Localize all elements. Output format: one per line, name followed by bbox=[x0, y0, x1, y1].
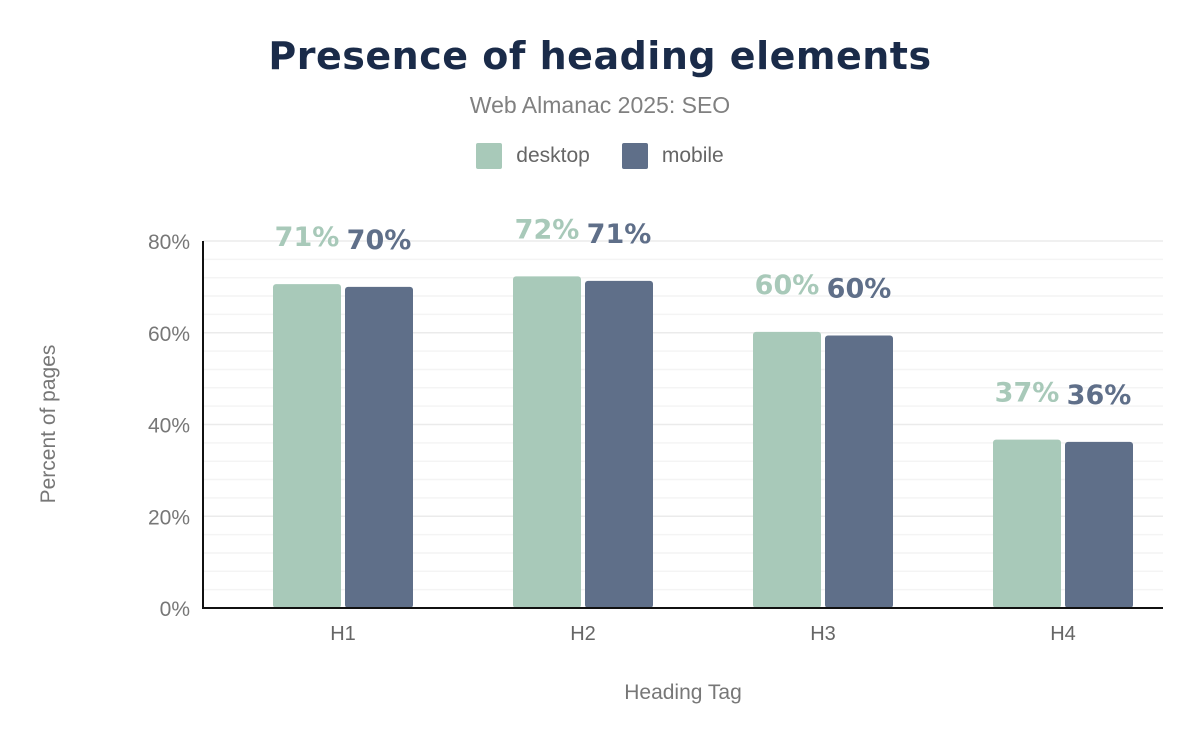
data-label-desktop-H3: 60% bbox=[755, 270, 820, 301]
legend-swatch-mobile bbox=[621, 143, 648, 169]
data-label-mobile-H1: 70% bbox=[347, 225, 412, 256]
x-tick-label: H3 bbox=[810, 623, 836, 645]
data-label-desktop-H2: 72% bbox=[515, 214, 580, 245]
y-tick-label: 20% bbox=[148, 506, 190, 529]
bar-mobile-H1 bbox=[345, 286, 413, 608]
x-tick-label: H4 bbox=[1050, 623, 1076, 645]
bar-desktop-H1 bbox=[273, 284, 341, 608]
y-tick-label: 60% bbox=[148, 323, 190, 346]
bar-mobile-H4 bbox=[1065, 441, 1133, 608]
x-tick-label: H2 bbox=[570, 623, 596, 645]
legend-item-desktop[interactable]: desktop bbox=[476, 143, 590, 169]
y-tick-label: 40% bbox=[148, 415, 190, 438]
data-label-mobile-H4: 36% bbox=[1067, 380, 1132, 411]
data-label-mobile-H3: 60% bbox=[827, 274, 892, 305]
legend-label-desktop: desktop bbox=[516, 144, 590, 167]
legend-label-mobile: mobile bbox=[661, 144, 724, 167]
y-tick-label: 0% bbox=[160, 598, 190, 621]
bar-mobile-H3 bbox=[825, 335, 893, 608]
bar-desktop-H3 bbox=[753, 331, 821, 608]
legend: desktop mobile bbox=[0, 143, 1200, 169]
data-label-mobile-H2: 71% bbox=[587, 219, 652, 250]
chart-subtitle: Web Almanac 2025: SEO bbox=[469, 92, 731, 118]
y-tick-label: 80% bbox=[148, 231, 190, 254]
data-label-desktop-H1: 71% bbox=[275, 222, 340, 253]
legend-item-mobile[interactable]: mobile bbox=[621, 143, 724, 169]
data-label-desktop-H4: 37% bbox=[995, 378, 1060, 409]
bar-desktop-H2 bbox=[513, 276, 581, 608]
x-tick-label: H1 bbox=[330, 623, 356, 645]
y-axis-title: Percent of pages bbox=[37, 345, 60, 504]
x-axis-title: Heading Tag bbox=[624, 681, 742, 704]
legend-swatch-desktop bbox=[476, 143, 503, 169]
bar-mobile-H2 bbox=[585, 280, 653, 608]
bar-desktop-H4 bbox=[993, 439, 1061, 608]
chart-title: Presence of heading elements bbox=[268, 34, 932, 78]
